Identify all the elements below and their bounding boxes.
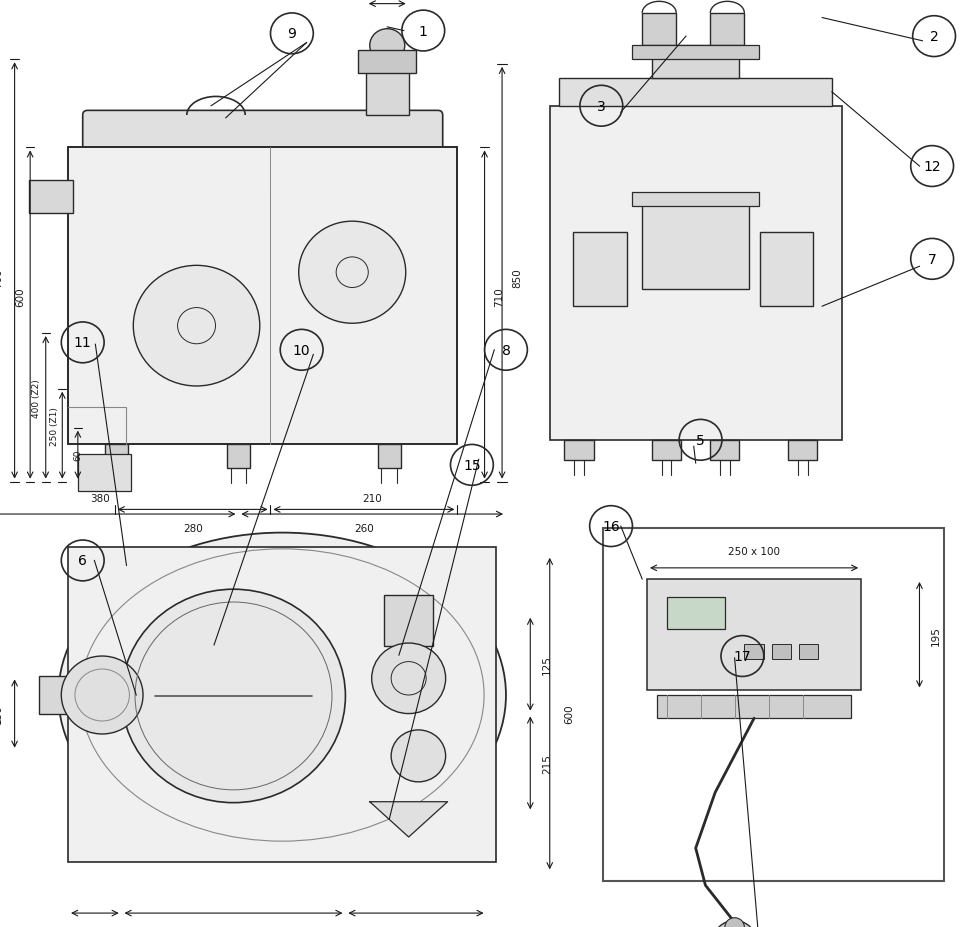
Text: 130: 130 <box>0 704 3 724</box>
Ellipse shape <box>58 533 506 857</box>
Bar <box>68 148 457 445</box>
Bar <box>559 79 832 107</box>
Bar <box>799 644 818 659</box>
Text: 1: 1 <box>418 24 428 39</box>
Bar <box>667 597 725 629</box>
Text: 125: 125 <box>542 654 552 675</box>
Bar <box>105 445 128 468</box>
Circle shape <box>598 363 606 371</box>
Circle shape <box>133 266 260 387</box>
Text: 8: 8 <box>501 343 511 358</box>
Circle shape <box>61 656 143 734</box>
Text: 280: 280 <box>183 524 202 534</box>
Circle shape <box>786 601 800 614</box>
Circle shape <box>757 601 771 614</box>
Bar <box>68 547 496 862</box>
Bar <box>603 528 944 881</box>
Bar <box>760 233 813 307</box>
Bar <box>772 644 791 659</box>
Text: 250 x 100: 250 x 100 <box>728 546 780 556</box>
Bar <box>652 46 739 79</box>
Circle shape <box>299 222 406 324</box>
Text: 850: 850 <box>512 268 522 288</box>
Text: 600: 600 <box>16 286 25 307</box>
Text: 11: 11 <box>74 336 91 350</box>
Bar <box>78 454 131 491</box>
Bar <box>788 440 817 461</box>
Bar <box>642 14 676 46</box>
Circle shape <box>122 590 345 803</box>
Bar <box>39 677 92 714</box>
Bar <box>632 46 759 60</box>
Text: 17: 17 <box>734 649 751 664</box>
Text: 16: 16 <box>602 519 620 534</box>
Circle shape <box>372 643 446 714</box>
Circle shape <box>713 921 756 927</box>
Text: 12: 12 <box>923 159 941 174</box>
Circle shape <box>370 30 405 63</box>
Circle shape <box>391 730 446 782</box>
Bar <box>29 181 73 213</box>
Circle shape <box>587 352 618 382</box>
Bar <box>710 14 744 46</box>
FancyBboxPatch shape <box>83 111 443 153</box>
Bar <box>227 445 250 468</box>
Text: 5: 5 <box>697 433 704 448</box>
Circle shape <box>815 601 829 614</box>
Bar <box>384 595 433 646</box>
Text: 400 (Z2): 400 (Z2) <box>32 379 41 418</box>
Bar <box>647 579 861 691</box>
Text: 700: 700 <box>0 268 3 288</box>
Text: 6: 6 <box>78 553 88 568</box>
Text: 215: 215 <box>542 753 552 773</box>
Text: 210: 210 <box>362 493 381 503</box>
Bar <box>657 695 851 718</box>
Bar <box>652 440 681 461</box>
Text: 15: 15 <box>463 458 481 473</box>
Text: 60: 60 <box>73 450 83 461</box>
Text: 3: 3 <box>597 99 605 114</box>
Bar <box>550 107 842 440</box>
Bar <box>632 193 759 207</box>
Text: 9: 9 <box>287 27 297 42</box>
Text: 10: 10 <box>293 343 310 358</box>
Circle shape <box>725 918 744 927</box>
Text: 195: 195 <box>931 625 941 645</box>
Bar <box>744 644 764 659</box>
Text: 600: 600 <box>564 704 574 724</box>
Bar <box>710 440 739 461</box>
Bar <box>378 445 401 468</box>
Text: 380: 380 <box>90 493 110 503</box>
Text: 250 (Z1): 250 (Z1) <box>51 407 59 446</box>
Text: 7: 7 <box>928 252 936 267</box>
Text: 2: 2 <box>930 30 938 44</box>
Bar <box>358 51 416 74</box>
Text: 710: 710 <box>494 286 504 307</box>
Bar <box>642 197 749 290</box>
Bar <box>366 65 409 116</box>
Bar <box>564 440 594 461</box>
Text: 260: 260 <box>354 524 374 534</box>
Polygon shape <box>370 802 448 837</box>
Bar <box>573 233 627 307</box>
